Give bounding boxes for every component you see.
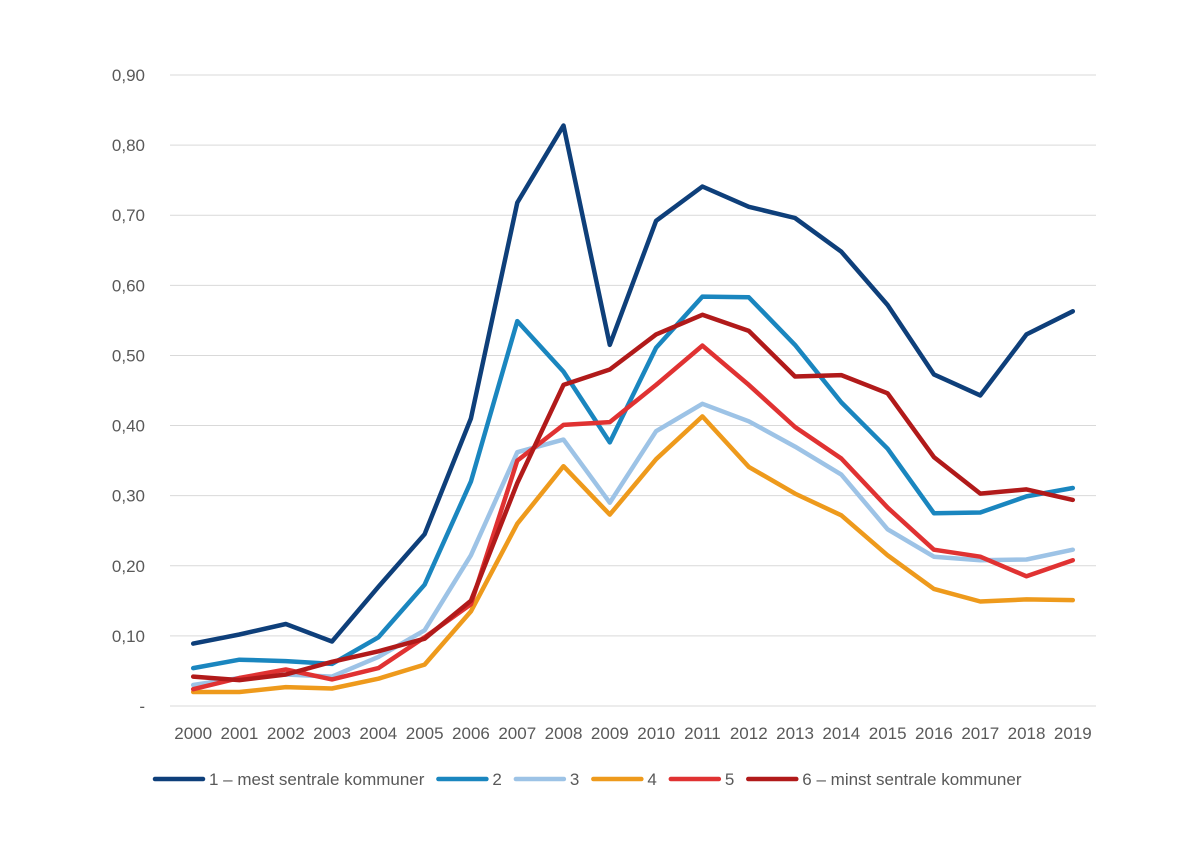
legend: 1 – mest sentrale kommuner 2 3 4 5 6 – minst … xyxy=(152,770,1022,789)
x-tick-label: 2003 xyxy=(313,724,351,743)
series-line-4 xyxy=(190,414,1076,695)
y-tick-label: 0,60 xyxy=(112,276,145,295)
x-tick-label: 2013 xyxy=(776,724,814,743)
legend-label-4: 4 xyxy=(647,770,656,789)
x-tick-label: 2008 xyxy=(545,724,583,743)
series-line-5 xyxy=(190,343,1076,692)
y-tick-label: 0,90 xyxy=(112,66,145,85)
x-tick-label: 2016 xyxy=(915,724,953,743)
y-tick-label: 0,30 xyxy=(112,487,145,506)
series-line-6 xyxy=(190,312,1076,683)
legend-label-1: 1 – mest sentrale kommuner xyxy=(209,770,425,789)
y-tick-label: 0,10 xyxy=(112,627,145,646)
x-axis-tick-labels: 2000 2001 2002 2003 2004 2005 2006 2007 2008 2009… xyxy=(174,724,1092,743)
y-tick-label: 0,40 xyxy=(112,417,145,436)
x-tick-label: 2012 xyxy=(730,724,768,743)
x-tick-label: 2011 xyxy=(684,724,721,743)
legend-label-5: 5 xyxy=(725,770,734,789)
x-tick-label: 2019 xyxy=(1054,724,1092,743)
x-tick-label: 2007 xyxy=(498,724,536,743)
x-tick-label: 2004 xyxy=(359,724,397,743)
y-axis-tick-labels: - 0,10 0,20 0,30 0,40 0,50 0,60 0,70 0,80 0,90 xyxy=(112,66,145,716)
y-tick-label: 0,80 xyxy=(112,136,145,155)
x-tick-label: 2017 xyxy=(961,724,999,743)
gridlines xyxy=(170,74,1096,707)
x-tick-label: 2010 xyxy=(637,724,675,743)
series-line-3 xyxy=(190,401,1076,688)
x-tick-label: 2015 xyxy=(869,724,907,743)
y-tick-label: 0,20 xyxy=(112,557,145,576)
x-tick-label: 2000 xyxy=(174,724,212,743)
y-tick-label: - xyxy=(139,697,145,716)
x-tick-label: 2009 xyxy=(591,724,629,743)
x-tick-label: 2002 xyxy=(267,724,305,743)
y-tick-label: 0,70 xyxy=(112,206,145,225)
series-lines xyxy=(190,123,1076,695)
legend-label-2: 2 xyxy=(492,770,501,789)
x-tick-label: 2014 xyxy=(822,724,860,743)
x-tick-label: 2018 xyxy=(1008,724,1046,743)
legend-label-3: 3 xyxy=(570,770,579,789)
legend-label-6: 6 – minst sentrale kommuner xyxy=(802,770,1022,789)
x-tick-label: 2001 xyxy=(221,724,259,743)
x-tick-label: 2005 xyxy=(406,724,444,743)
series-line-1 xyxy=(190,123,1076,646)
y-tick-label: 0,50 xyxy=(112,346,145,365)
x-tick-label: 2006 xyxy=(452,724,490,743)
